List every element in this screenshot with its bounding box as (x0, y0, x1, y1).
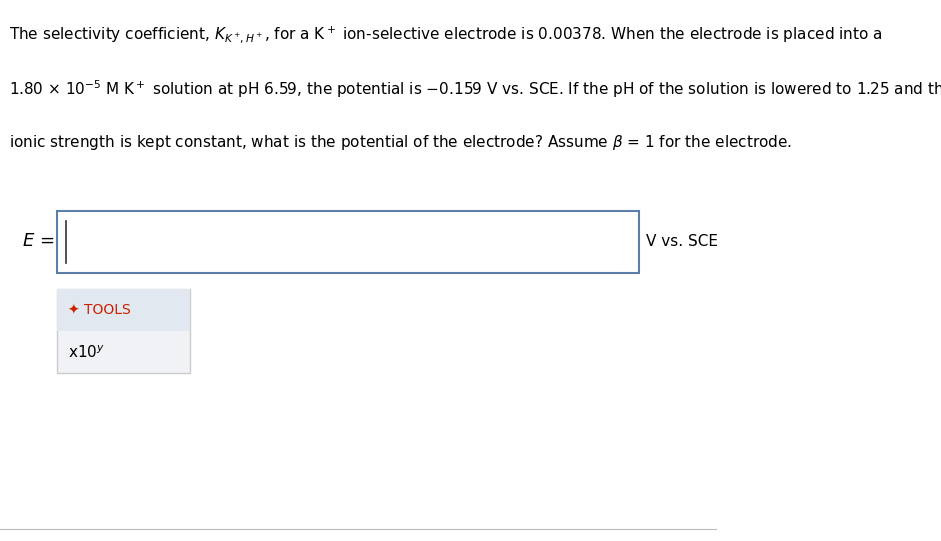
Text: x10$^y$: x10$^y$ (68, 344, 105, 361)
Text: ✦ TOOLS: ✦ TOOLS (68, 304, 131, 318)
Text: 1.80 $\times$ 10$^{-5}$ M K$^+$ solution at pH 6.59, the potential is $-$0.159 V: 1.80 $\times$ 10$^{-5}$ M K$^+$ solution… (8, 78, 941, 100)
FancyBboxPatch shape (57, 289, 190, 373)
Text: The selectivity coefficient, $K_{K^+\!,H^+}$, for a K$^+$ ion-selective electrod: The selectivity coefficient, $K_{K^+\!,H… (8, 24, 882, 45)
Text: ionic strength is kept constant, what is the potential of the electrode? Assume : ionic strength is kept constant, what is… (8, 133, 791, 151)
Text: $E$ =: $E$ = (22, 232, 54, 250)
FancyBboxPatch shape (57, 289, 190, 331)
FancyBboxPatch shape (57, 211, 639, 273)
Text: V vs. SCE: V vs. SCE (646, 234, 718, 249)
